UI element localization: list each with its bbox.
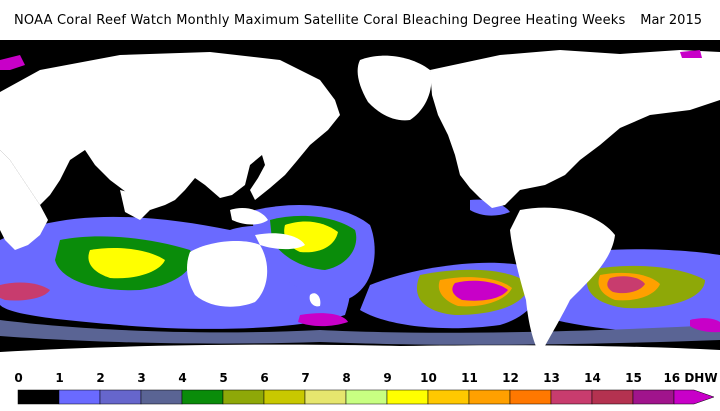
legend-swatch-9 bbox=[386, 389, 429, 405]
greenland-landmass bbox=[598, 58, 670, 85]
legend-swatch-12 bbox=[509, 389, 552, 405]
land-masses bbox=[0, 50, 720, 369]
legend-swatch-2 bbox=[99, 389, 142, 405]
new-guinea-island bbox=[255, 233, 305, 250]
australia-landmass bbox=[187, 240, 268, 307]
legend-labels: 0 1 2 3 4 5 6 7 8 9 10 11 12 13 14 15 16 DHW bbox=[0, 371, 720, 389]
legend-tick-1: 1 bbox=[55, 371, 64, 385]
africa-landmass bbox=[0, 150, 48, 250]
legend-tick-6: 6 bbox=[260, 371, 269, 385]
legend-swatch-10 bbox=[427, 389, 470, 405]
legend-tick-13: 13 bbox=[543, 371, 560, 385]
legend-tick-12: 12 bbox=[502, 371, 519, 385]
legend-swatch-11 bbox=[468, 389, 511, 405]
map-date: Mar 2015 bbox=[640, 13, 702, 28]
legend-swatch-0 bbox=[17, 389, 60, 405]
south-atlantic-east-hotspot bbox=[690, 318, 720, 333]
antarctica-landmass bbox=[0, 344, 720, 369]
indian-subcontinent bbox=[120, 190, 150, 220]
legend-swatch-14 bbox=[591, 389, 634, 405]
dhw-world-map bbox=[0, 40, 720, 369]
new-zealand bbox=[309, 293, 321, 307]
tasman-hotspot bbox=[298, 313, 348, 327]
legend-tick-11: 11 bbox=[461, 371, 478, 385]
legend-swatch-8 bbox=[345, 389, 388, 405]
south-atlantic-hotspot bbox=[607, 276, 645, 294]
legend-tick-15: 15 bbox=[625, 371, 642, 385]
south-pacific-hotspot bbox=[452, 280, 508, 301]
legend-tick-10: 10 bbox=[420, 371, 437, 385]
legend-tick-9: 9 bbox=[383, 371, 392, 385]
legend-tick-5: 5 bbox=[219, 371, 228, 385]
map-title-bar: NOAA Coral Reef Watch Monthly Maximum Sa… bbox=[0, 0, 720, 40]
legend-tick-4: 4 bbox=[178, 371, 187, 385]
legend-swatch-1 bbox=[58, 389, 101, 405]
legend-swatch-3 bbox=[140, 389, 183, 405]
legend-tick-7: 7 bbox=[301, 371, 310, 385]
indian-ocean-west-hotspot bbox=[0, 282, 50, 301]
arctic-patch-east bbox=[680, 50, 702, 58]
map-title: NOAA Coral Reef Watch Monthly Maximum Sa… bbox=[14, 13, 626, 28]
north-america-landmass bbox=[430, 50, 720, 208]
indian-ocean-zone-yellow bbox=[88, 248, 165, 279]
south-america-landmass bbox=[510, 207, 615, 355]
legend-tick-16: 16 DHW bbox=[663, 371, 718, 385]
legend-swatch-5 bbox=[222, 389, 265, 405]
legend-tick-8: 8 bbox=[342, 371, 351, 385]
legend-tick-0: 0 bbox=[14, 371, 23, 385]
legend-tick-2: 2 bbox=[96, 371, 105, 385]
legend-tick-14: 14 bbox=[584, 371, 601, 385]
legend-swatch-13 bbox=[550, 389, 593, 405]
arctic-patch-west bbox=[0, 55, 25, 70]
alaska-landmass bbox=[357, 55, 432, 121]
eurasia-landmass bbox=[0, 52, 340, 210]
legend-swatch-6 bbox=[263, 389, 306, 405]
legend-swatch-max-arrow bbox=[673, 389, 715, 405]
east-pacific-patch bbox=[470, 199, 510, 216]
legend-swatch-7 bbox=[304, 389, 347, 405]
heat-stress-zones bbox=[0, 199, 720, 345]
borneo-island bbox=[230, 208, 268, 225]
legend-swatch-15 bbox=[632, 389, 675, 405]
dhw-legend: 0 1 2 3 4 5 6 7 8 9 10 11 12 13 14 15 16 DHW bbox=[0, 369, 720, 411]
legend-color-bar bbox=[17, 389, 715, 405]
legend-tick-3: 3 bbox=[137, 371, 146, 385]
legend-swatch-4 bbox=[181, 389, 224, 405]
